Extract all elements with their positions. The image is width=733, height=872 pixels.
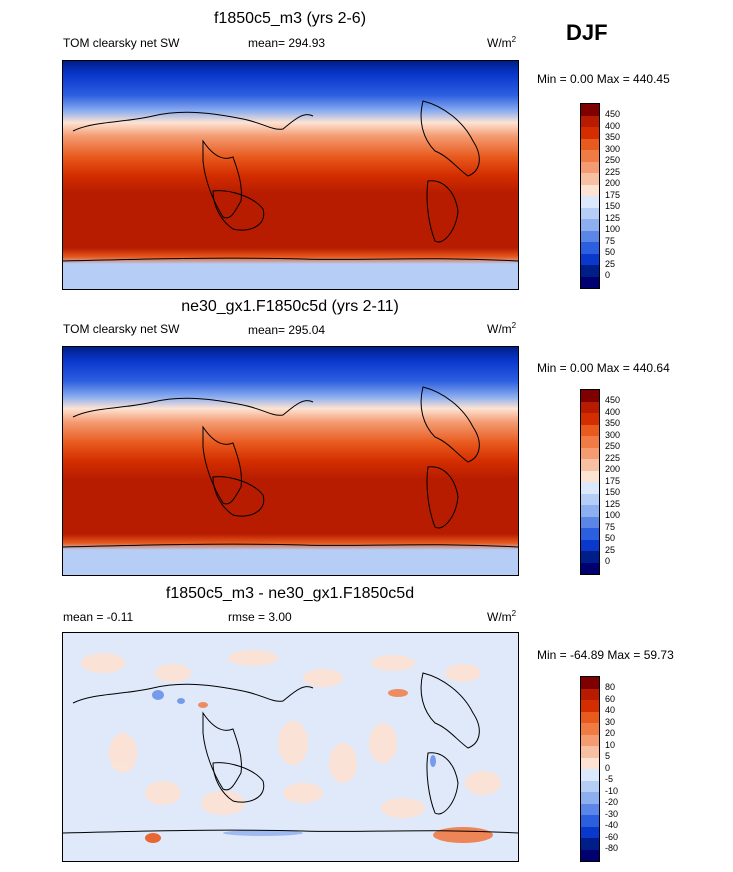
colorbar-label: 20: [605, 728, 616, 738]
colorbar-label: 450: [605, 395, 621, 405]
panel-1-minmax: Min = 0.00 Max = 440.45: [537, 72, 670, 86]
panel-3-colorbar: [580, 676, 600, 862]
colorbar-label: 300: [605, 143, 621, 154]
colorbar-label: -30: [605, 808, 619, 819]
colorbar-label: 200: [605, 464, 621, 474]
colorbar-label: 25: [605, 544, 616, 555]
panel-2-colorbar-labels: 450 400 350 300 250 225 200 175 150 125 …: [605, 395, 620, 568]
colorbar-label: 100: [605, 224, 621, 234]
panel-3-title: f1850c5_m3 - ne30_gx1.F1850c5d: [165, 585, 415, 602]
panel-3-rmse: rmse = 3.00: [228, 610, 292, 624]
colorbar-label: 200: [605, 178, 621, 188]
panel-1-colorbar-labels: 450 400 350 300 250 225 200 175 150 125 …: [605, 109, 620, 282]
colorbar-label: -20: [605, 797, 619, 807]
colorbar-label: 50: [605, 533, 616, 543]
colorbar-label: 150: [605, 201, 621, 211]
colorbar-label: -10: [605, 785, 619, 796]
panel-2-mean: mean= 295.04: [248, 323, 326, 337]
colorbar-label: -40: [605, 820, 619, 830]
colorbar-label: 125: [605, 212, 621, 223]
colorbar-label: 5: [605, 751, 611, 761]
colorbar-label: 400: [605, 406, 621, 417]
colorbar-label: 30: [605, 716, 616, 727]
colorbar-label: 0: [605, 556, 611, 566]
colorbar-label: 25: [605, 258, 616, 269]
panel-3-map: [62, 632, 519, 862]
panel-1-units: W/m2: [487, 35, 517, 50]
panel-2-title: ne30_gx1.F1850c5d (yrs 2-11): [181, 298, 399, 315]
colorbar-label: 40: [605, 705, 616, 715]
colorbar-label: 0: [605, 270, 611, 280]
colorbar-label: 250: [605, 155, 621, 165]
panel-3-colorbar-labels: 80 60 40 30 20 10 5 0 -5 -10 -20 -30 -40…: [605, 682, 618, 855]
colorbar-label: 225: [605, 452, 621, 463]
colorbar-label: 350: [605, 132, 621, 142]
colorbar-label: 225: [605, 166, 621, 177]
panel-1-left-label: TOM clearsky net SW: [63, 36, 180, 50]
panel-2-colorbar: [580, 389, 600, 575]
colorbar-label: 50: [605, 247, 616, 257]
colorbar-label: 175: [605, 189, 621, 200]
colorbar-label: 10: [605, 739, 616, 750]
panel-3-minmax: Min = -64.89 Max = 59.73: [537, 648, 674, 662]
colorbar-label: -60: [605, 831, 619, 842]
panel-1-title: f1850c5_m3 (yrs 2-6): [213, 10, 367, 27]
season-label: DJF: [566, 20, 608, 45]
colorbar-label: 150: [605, 487, 621, 497]
panel-1-map: [62, 60, 519, 290]
colorbar-label: 250: [605, 441, 621, 451]
colorbar-label: 350: [605, 418, 621, 428]
colorbar-label: 80: [605, 682, 616, 692]
colorbar-label: 450: [605, 109, 621, 119]
panel-2-units: W/m2: [487, 321, 517, 336]
panel-3-units: W/m2: [487, 609, 517, 624]
colorbar-label: 400: [605, 120, 621, 131]
colorbar-label: -80: [605, 843, 619, 853]
colorbar-label: 0: [605, 762, 611, 773]
colorbar-label: 125: [605, 498, 621, 509]
colorbar-label: -5: [605, 774, 614, 784]
panel-2-left-label: TOM clearsky net SW: [63, 322, 180, 336]
panel-2-map: [62, 346, 519, 576]
colorbar-label: 300: [605, 429, 621, 440]
panel-3-mean: mean = -0.11: [63, 610, 134, 624]
colorbar-label: 60: [605, 693, 616, 704]
panel-1-colorbar: [580, 103, 600, 289]
colorbar-label: 75: [605, 235, 616, 246]
colorbar-label: 75: [605, 521, 616, 532]
colorbar-label: 100: [605, 510, 621, 520]
panel-1-mean: mean= 294.93: [248, 36, 326, 50]
panel-2-minmax: Min = 0.00 Max = 440.64: [537, 361, 670, 375]
colorbar-label: 175: [605, 475, 621, 486]
